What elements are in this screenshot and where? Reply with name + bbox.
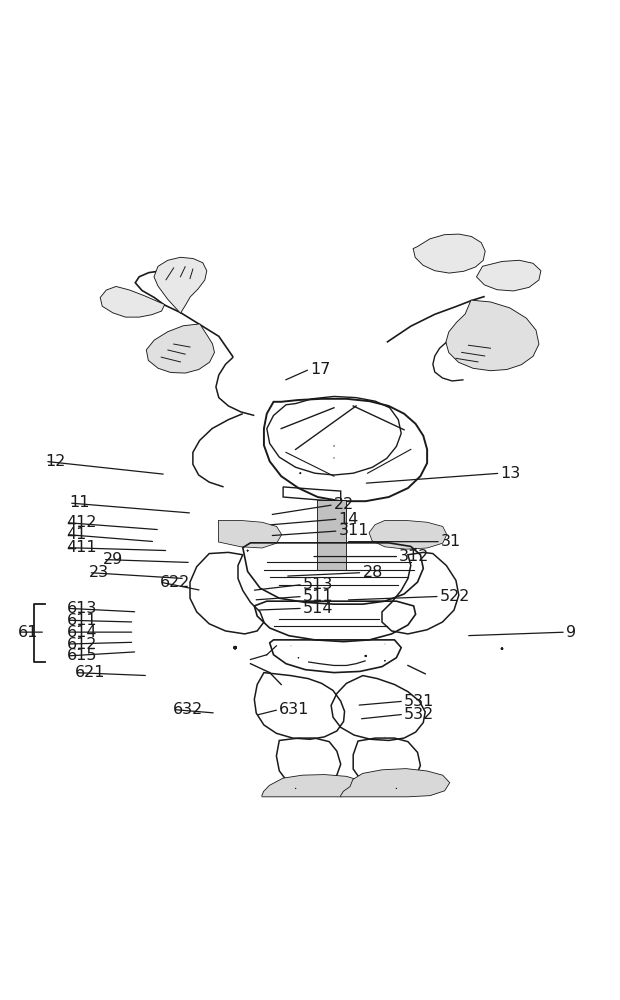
Text: 522: 522 [440,589,470,604]
Text: 632: 632 [173,702,203,717]
Polygon shape [414,235,485,273]
Polygon shape [341,769,449,796]
Polygon shape [446,301,539,370]
FancyBboxPatch shape [502,648,503,649]
Text: 11: 11 [69,495,89,510]
Text: 311: 311 [339,523,369,538]
Text: 312: 312 [399,549,430,564]
FancyBboxPatch shape [502,648,503,649]
Text: 29: 29 [103,552,123,567]
Text: 17: 17 [310,362,330,377]
Text: 613: 613 [67,601,97,616]
FancyBboxPatch shape [502,648,503,649]
Text: 531: 531 [404,694,435,709]
Text: 9: 9 [566,625,576,640]
Text: 412: 412 [66,515,97,530]
Text: 12: 12 [45,454,66,469]
Polygon shape [262,775,363,796]
Polygon shape [100,287,164,317]
FancyBboxPatch shape [502,648,503,649]
Polygon shape [317,501,347,570]
Text: 615: 615 [67,648,98,663]
Text: 513: 513 [303,577,333,592]
Text: 13: 13 [500,466,521,481]
Polygon shape [147,324,214,373]
Text: 14: 14 [339,512,359,527]
Text: 514: 514 [303,601,334,616]
Text: 41: 41 [66,527,86,542]
FancyBboxPatch shape [502,648,503,649]
Text: 612: 612 [67,637,98,652]
FancyBboxPatch shape [502,648,503,649]
Text: 22: 22 [334,497,354,512]
Text: 621: 621 [75,665,105,680]
Polygon shape [477,261,541,290]
Polygon shape [154,258,206,313]
Text: 622: 622 [160,575,190,590]
FancyBboxPatch shape [502,648,503,649]
Text: 611: 611 [67,613,98,628]
Text: 614: 614 [67,625,98,640]
Polygon shape [219,521,281,548]
Text: 532: 532 [404,707,434,722]
Text: 511: 511 [303,589,334,604]
Text: 28: 28 [362,565,383,580]
Polygon shape [370,521,446,549]
FancyBboxPatch shape [502,648,503,649]
Text: 411: 411 [66,540,97,555]
Text: 61: 61 [19,625,38,640]
Text: 23: 23 [89,565,108,580]
Text: 31: 31 [441,534,461,549]
Text: 631: 631 [279,702,309,717]
